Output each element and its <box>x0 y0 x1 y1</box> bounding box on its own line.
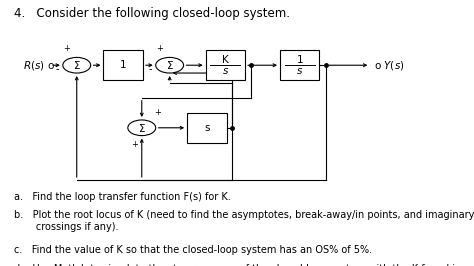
FancyBboxPatch shape <box>280 50 319 80</box>
Text: s: s <box>223 66 228 76</box>
Text: -: - <box>148 64 152 74</box>
Circle shape <box>155 57 183 73</box>
Text: o $Y(s)$: o $Y(s)$ <box>374 59 405 72</box>
Text: 4.   Consider the following closed-loop system.: 4. Consider the following closed-loop sy… <box>14 7 290 20</box>
Text: s: s <box>204 123 210 133</box>
Text: $\Sigma$: $\Sigma$ <box>166 59 173 71</box>
Circle shape <box>128 120 155 136</box>
Text: $\Sigma$: $\Sigma$ <box>138 122 146 134</box>
Text: +: + <box>155 108 162 117</box>
Text: a.   Find the loop transfer function F(s) for K.: a. Find the loop transfer function F(s) … <box>14 192 231 202</box>
Text: +: + <box>156 44 164 53</box>
Text: -: - <box>55 64 59 74</box>
Circle shape <box>63 57 91 73</box>
Text: d.   Use Matlab to simulate the step response of the closed-loop system with the: d. Use Matlab to simulate the step respo… <box>14 264 474 266</box>
Text: K: K <box>222 55 229 65</box>
FancyBboxPatch shape <box>103 50 143 80</box>
Text: +: + <box>131 140 138 148</box>
FancyBboxPatch shape <box>187 113 227 143</box>
Text: +: + <box>64 44 71 53</box>
FancyBboxPatch shape <box>206 50 245 80</box>
Text: 1: 1 <box>296 55 303 65</box>
Text: b.   Plot the root locus of K (need to find the asymptotes, break-away/in points: b. Plot the root locus of K (need to fin… <box>14 210 474 232</box>
Text: $\Sigma$: $\Sigma$ <box>73 59 81 71</box>
Text: c.   Find the value of K so that the closed-loop system has an OS% of 5%.: c. Find the value of K so that the close… <box>14 245 372 255</box>
Text: $R(s)$ o: $R(s)$ o <box>23 59 55 72</box>
Text: s: s <box>297 66 302 76</box>
Text: 1: 1 <box>120 60 127 70</box>
